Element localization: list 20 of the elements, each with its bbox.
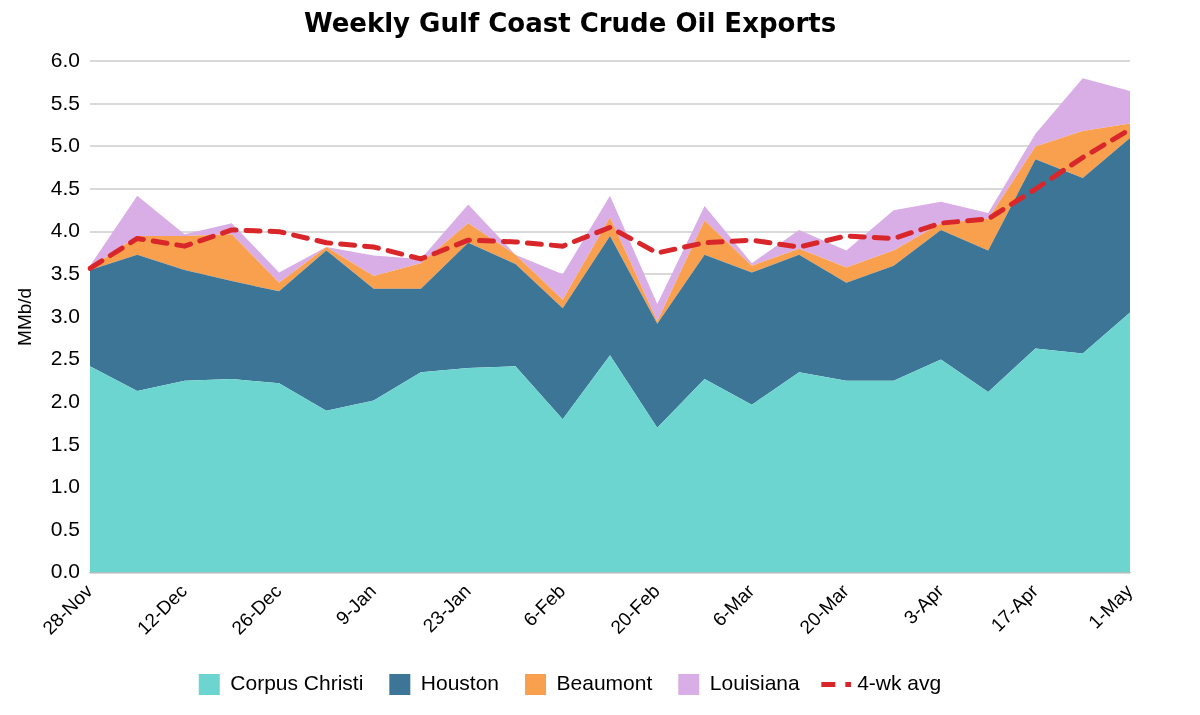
legend-label: Louisiana [709, 671, 800, 695]
y-tick-label: 2.5 [50, 346, 80, 370]
y-tick-label: 0.5 [50, 516, 80, 540]
y-tick-label: 3.5 [50, 261, 80, 285]
chart-title: Weekly Gulf Coast Crude Oil Exports [303, 8, 837, 39]
y-tick-label: 2.0 [50, 388, 80, 412]
legend-label: 4-wk avg [857, 671, 942, 695]
y-tick-label: 3.0 [50, 303, 80, 327]
legend-label: Beaumont [556, 671, 653, 695]
y-tick-label: 1.0 [50, 474, 80, 498]
legend-label: Corpus Christi [230, 671, 364, 695]
y-axis-title: MMb/d [13, 287, 35, 346]
y-tick-label: 4.5 [50, 175, 80, 199]
y-tick-label: 6.0 [50, 48, 80, 71]
y-tick-label: 4.0 [50, 218, 80, 242]
y-tick-label: 5.5 [50, 90, 80, 114]
y-tick-label: 1.5 [50, 431, 80, 455]
y-tick-label: 0.0 [50, 559, 80, 583]
legend-label: Houston [420, 671, 500, 695]
y-tick-label: 5.0 [50, 133, 80, 157]
